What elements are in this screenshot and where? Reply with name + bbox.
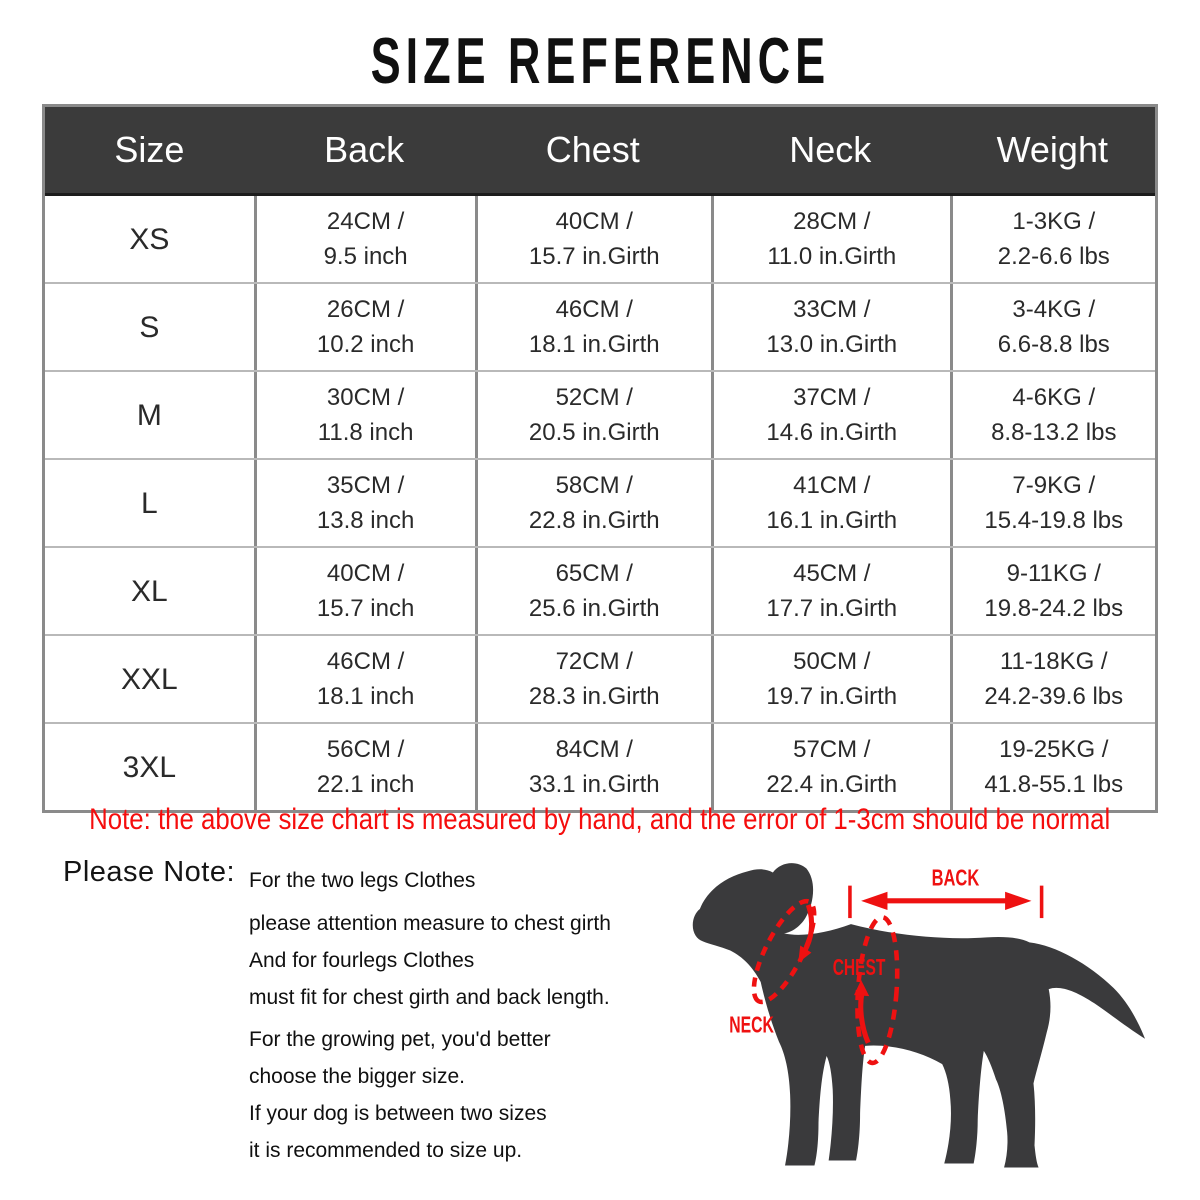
size-cell: 3XL bbox=[122, 750, 177, 784]
please-note-lines: For the two legs Clothes please attentio… bbox=[249, 862, 669, 1169]
please-note-line: If your dog is between two sizes bbox=[249, 1102, 547, 1125]
chest-cell: 72CM /28.3 in.Girth bbox=[474, 636, 711, 722]
table-row: L 35CM /13.8 inch 58CM /22.8 in.Girth 41… bbox=[45, 458, 1155, 546]
neck-cell: 41CM /16.1 in.Girth bbox=[710, 460, 950, 546]
back-cell: 35CM /13.8 inch bbox=[253, 460, 475, 546]
col-header-chest: Chest bbox=[545, 129, 640, 170]
size-cell: XS bbox=[129, 222, 170, 256]
chest-cell: 46CM /18.1 in.Girth bbox=[474, 284, 711, 370]
col-header-size: Size bbox=[114, 129, 185, 170]
page-title: SIZE REFERENCE bbox=[0, 22, 1200, 97]
weight-cell: 7-9KG /15.4-19.8 lbs bbox=[949, 460, 1155, 546]
measurement-disclaimer: Note: the above size chart is measured b… bbox=[0, 803, 1200, 837]
chest-cell: 52CM /20.5 in.Girth bbox=[474, 372, 711, 458]
please-note-line: please attention measure to chest girth bbox=[249, 912, 611, 935]
table-row: XS 24CM /9.5 inch 40CM /15.7 in.Girth 28… bbox=[45, 196, 1155, 282]
chest-girth-ellipse bbox=[855, 914, 900, 1066]
weight-cell: 11-18KG /24.2-39.6 lbs bbox=[949, 636, 1155, 722]
weight-cell: 1-3KG /2.2-6.6 lbs bbox=[949, 196, 1155, 282]
size-cell: XXL bbox=[120, 662, 178, 696]
back-arrowhead-right bbox=[1005, 891, 1032, 910]
back-cell: 46CM /18.1 inch bbox=[253, 636, 475, 722]
please-note-line: And for fourlegs Clothes bbox=[249, 949, 475, 972]
neck-cell: 45CM /17.7 in.Girth bbox=[710, 548, 950, 634]
dog-measurement-diagram: BACK CHEST NECK bbox=[692, 863, 1146, 1168]
back-cell: 40CM /15.7 inch bbox=[253, 548, 475, 634]
back-cell: 24CM /9.5 inch bbox=[253, 196, 475, 282]
neck-cell: 37CM /14.6 in.Girth bbox=[710, 372, 950, 458]
neck-girth-arrow bbox=[802, 904, 815, 953]
weight-cell: 19-25KG /41.8-55.1 lbs bbox=[949, 724, 1155, 810]
chest-cell: 84CM /33.1 in.Girth bbox=[474, 724, 711, 810]
measurement-disclaimer-text: Note: the above size chart is measured b… bbox=[89, 803, 1111, 836]
weight-cell: 9-11KG /19.8-24.2 lbs bbox=[949, 548, 1155, 634]
dog-silhouette bbox=[692, 863, 1146, 1168]
back-arrowhead-left bbox=[861, 891, 888, 910]
neck-arrowhead bbox=[798, 945, 812, 963]
size-cell: M bbox=[136, 398, 162, 432]
chest-arrowhead bbox=[854, 979, 870, 997]
neck-cell: 57CM /22.4 in.Girth bbox=[710, 724, 950, 810]
chest-cell: 65CM /25.6 in.Girth bbox=[474, 548, 711, 634]
chest-girth-arrow bbox=[858, 991, 871, 1044]
please-note-line: choose the bigger size. bbox=[249, 1065, 465, 1088]
neck-cell: 33CM /13.0 in.Girth bbox=[710, 284, 950, 370]
back-cell: 56CM /22.1 inch bbox=[253, 724, 475, 810]
back-cell: 30CM /11.8 inch bbox=[253, 372, 475, 458]
chest-cell: 58CM /22.8 in.Girth bbox=[474, 460, 711, 546]
back-cell: 26CM /10.2 inch bbox=[253, 284, 475, 370]
weight-cell: 4-6KG /8.8-13.2 lbs bbox=[949, 372, 1155, 458]
size-cell: L bbox=[140, 486, 158, 520]
please-note-line: it is recommended to size up. bbox=[249, 1139, 523, 1162]
table-row: XXL 46CM /18.1 inch 72CM /28.3 in.Girth … bbox=[45, 634, 1155, 722]
back-measurement-arrow bbox=[848, 885, 1044, 919]
table-row: XL 40CM /15.7 inch 65CM /25.6 in.Girth 4… bbox=[45, 546, 1155, 634]
table-row: 3XL 56CM /22.1 inch 84CM /33.1 in.Girth … bbox=[45, 722, 1155, 810]
col-header-neck: Neck bbox=[789, 129, 872, 170]
size-cell: XL bbox=[130, 574, 168, 608]
table-row: S 26CM /10.2 inch 46CM /18.1 in.Girth 33… bbox=[45, 282, 1155, 370]
neck-cell: 28CM /11.0 in.Girth bbox=[710, 196, 950, 282]
neck-label: NECK bbox=[729, 1012, 774, 1038]
table-header-row: Size Back Chest Neck Weight bbox=[45, 107, 1155, 196]
chest-label: CHEST bbox=[833, 954, 886, 980]
please-note-line: For the growing pet, you'd better bbox=[249, 1028, 551, 1051]
please-note-line: For the two legs Clothes bbox=[249, 869, 476, 892]
weight-cell: 3-4KG /6.6-8.8 lbs bbox=[949, 284, 1155, 370]
page-title-text: SIZE REFERENCE bbox=[370, 23, 830, 98]
col-header-weight: Weight bbox=[996, 129, 1108, 170]
please-note-line: must fit for chest girth and back length… bbox=[249, 986, 610, 1009]
col-header-back: Back bbox=[324, 129, 405, 170]
table-row: M 30CM /11.8 inch 52CM /20.5 in.Girth 37… bbox=[45, 370, 1155, 458]
neck-cell: 50CM /19.7 in.Girth bbox=[710, 636, 950, 722]
size-cell: S bbox=[139, 310, 160, 344]
chest-cell: 40CM /15.7 in.Girth bbox=[474, 196, 711, 282]
back-label: BACK bbox=[932, 865, 980, 891]
size-table: Size Back Chest Neck Weight XS 24CM /9.5… bbox=[42, 104, 1158, 813]
please-note-label: Please Note: bbox=[63, 856, 236, 888]
